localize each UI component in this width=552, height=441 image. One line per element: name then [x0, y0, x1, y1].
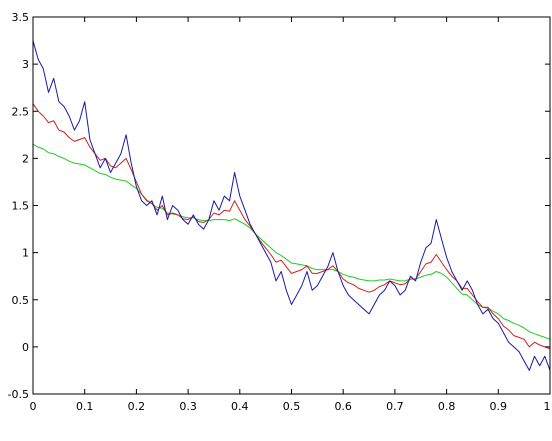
series-line-blue: [32, 40, 551, 371]
x-tick-label: 0.4: [231, 400, 249, 413]
x-tick-label: 0.7: [386, 400, 404, 413]
x-tick-label: 0.5: [283, 400, 301, 413]
x-tick-label: 0.8: [438, 400, 456, 413]
y-tick-label: 2.5: [12, 105, 30, 118]
x-tick-label: 0.1: [76, 400, 94, 413]
x-tick-label: 0: [30, 400, 37, 413]
y-tick-label: 0: [22, 341, 29, 354]
x-tick-label: 1: [544, 400, 551, 413]
y-tick-label: -0.5: [8, 388, 29, 401]
y-tick-label: 1.5: [12, 200, 30, 213]
x-tick-label: 0.2: [128, 400, 146, 413]
x-axis: 0 0.1 0.2 0.3 0.4 0.5 0.6 0.7 0.8 0.9 1: [30, 17, 551, 413]
series-layer: [32, 40, 551, 371]
series-line-red: [32, 103, 551, 350]
x-tick-label: 0.6: [334, 400, 352, 413]
y-axis: -0.5 0 0.5 1 1.5 2 2.5 3 3.5: [8, 11, 550, 401]
y-tick-label: 3.5: [12, 11, 30, 24]
y-tick-label: 0.5: [12, 294, 30, 307]
series-line-green: [32, 143, 551, 340]
x-tick-label: 0.9: [490, 400, 508, 413]
y-tick-label: 2: [22, 152, 29, 165]
y-tick-label: 3: [22, 58, 29, 71]
x-tick-label: 0.3: [179, 400, 197, 413]
y-tick-label: 1: [22, 247, 29, 260]
